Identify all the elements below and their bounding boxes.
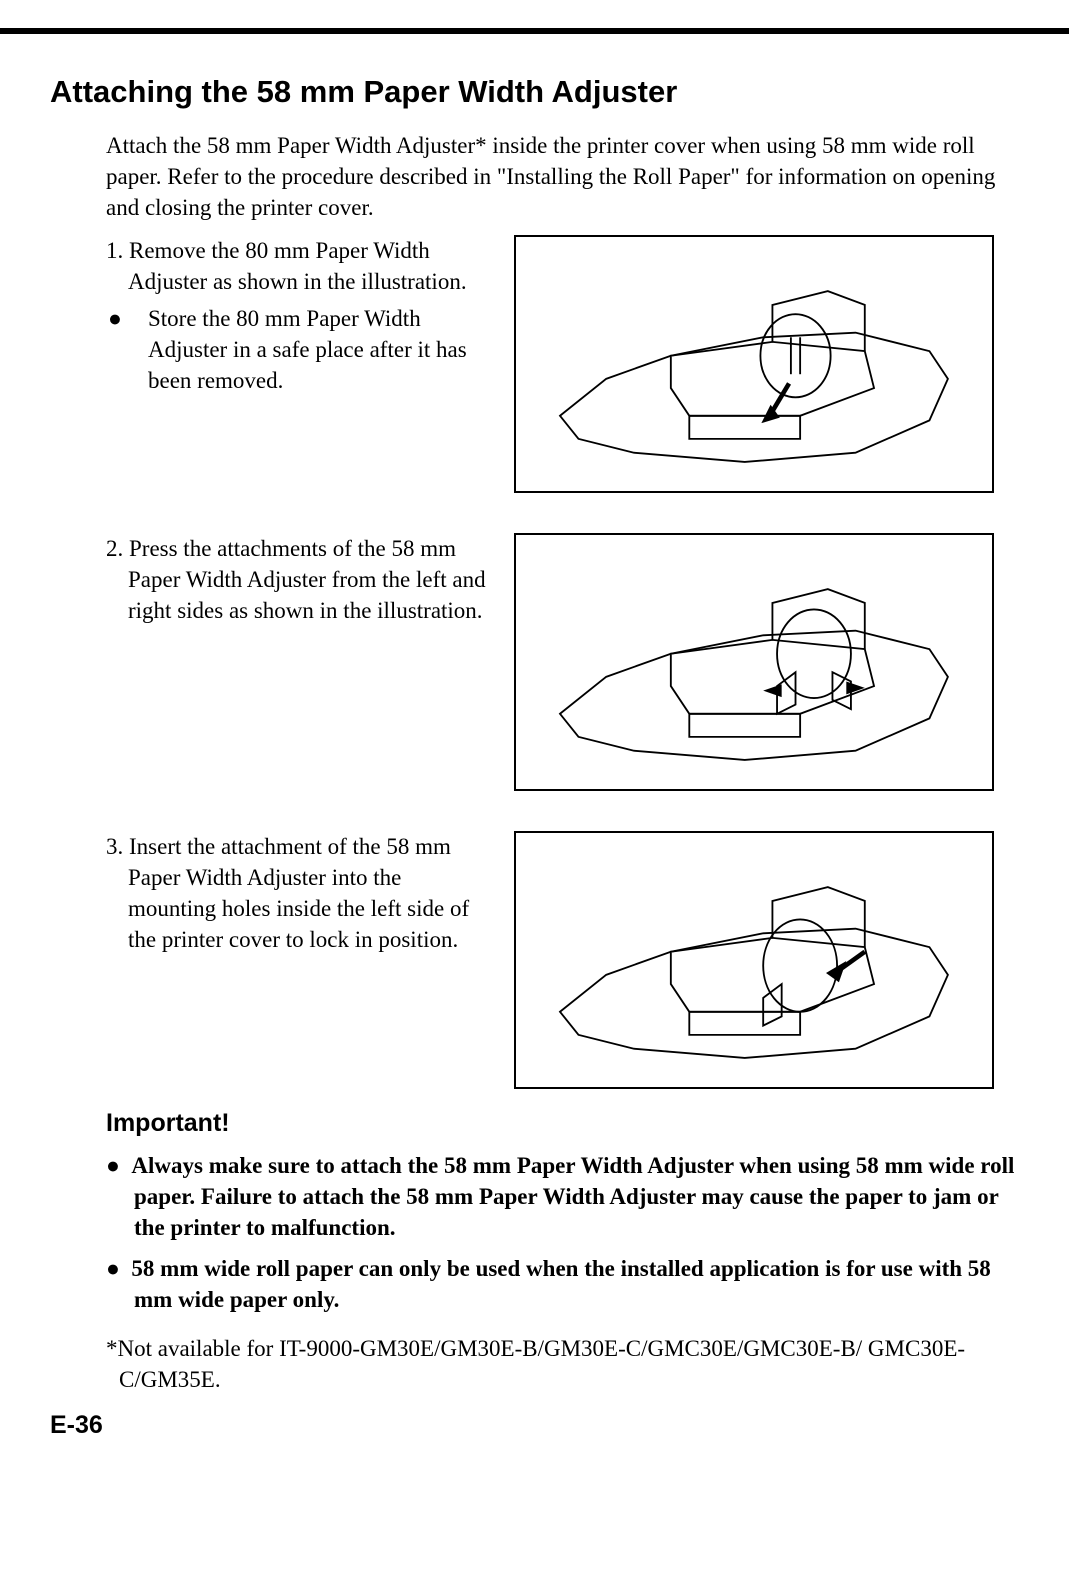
step-2-body: Press the attachments of the 58 mm Paper… <box>128 536 486 623</box>
printer-illustration-1-icon <box>535 268 973 471</box>
bullet-dot-icon: ● <box>106 1256 131 1281</box>
step-1-line: 1. Remove the 80 mm Paper Width Adjuster… <box>106 235 494 297</box>
step-1-body: Remove the 80 mm Paper Width Adjuster as… <box>128 238 467 294</box>
step-2-text: 2. Press the attachments of the 58 mm Pa… <box>106 533 514 626</box>
page-content: Attaching the 58 mm Paper Width Adjuster… <box>0 34 1069 1470</box>
step-2-line: 2. Press the attachments of the 58 mm Pa… <box>106 533 494 626</box>
step-1-bullet-1-text: Store the 80 mm Paper Width Adjuster in … <box>148 306 467 393</box>
bullet-dot-icon: ● <box>128 303 148 334</box>
step-1-bullet-1: ●Store the 80 mm Paper Width Adjuster in… <box>106 303 494 396</box>
step-3-row: 3. Insert the attachment of the 58 mm Pa… <box>106 831 1019 1089</box>
step-3-figure <box>514 831 994 1089</box>
printer-illustration-2-icon <box>535 566 973 769</box>
important-item-2-text: 58 mm wide roll paper can only be used w… <box>131 1256 990 1312</box>
step-1-text: 1. Remove the 80 mm Paper Width Adjuster… <box>106 235 514 396</box>
step-2-figure <box>514 533 994 791</box>
step-1-row: 1. Remove the 80 mm Paper Width Adjuster… <box>106 235 1019 493</box>
step-2-number: 2. <box>106 536 123 561</box>
footnote: *Not available for IT-9000-GM30E/GM30E-B… <box>106 1333 1019 1395</box>
step-3-number: 3. <box>106 834 123 859</box>
step-2-row: 2. Press the attachments of the 58 mm Pa… <box>106 533 1019 791</box>
bullet-dot-icon: ● <box>106 1153 131 1178</box>
important-item-1: ● Always make sure to attach the 58 mm P… <box>106 1150 1019 1243</box>
step-3-body: Insert the attachment of the 58 mm Paper… <box>128 834 469 952</box>
section-title: Attaching the 58 mm Paper Width Adjuster <box>50 74 1019 110</box>
important-heading: Important! <box>106 1109 1019 1138</box>
important-item-1-text: Always make sure to attach the 58 mm Pap… <box>131 1153 1014 1240</box>
step-3-line: 3. Insert the attachment of the 58 mm Pa… <box>106 831 494 955</box>
step-3-text: 3. Insert the attachment of the 58 mm Pa… <box>106 831 514 955</box>
important-item-2: ● 58 mm wide roll paper can only be used… <box>106 1253 1019 1315</box>
intro-paragraph: Attach the 58 mm Paper Width Adjuster* i… <box>106 130 1019 223</box>
important-list: ● Always make sure to attach the 58 mm P… <box>106 1150 1019 1315</box>
step-1-number: 1. <box>106 238 123 263</box>
step-1-figure <box>514 235 994 493</box>
printer-illustration-3-icon <box>535 864 973 1067</box>
page-number: E-36 <box>50 1411 1019 1440</box>
